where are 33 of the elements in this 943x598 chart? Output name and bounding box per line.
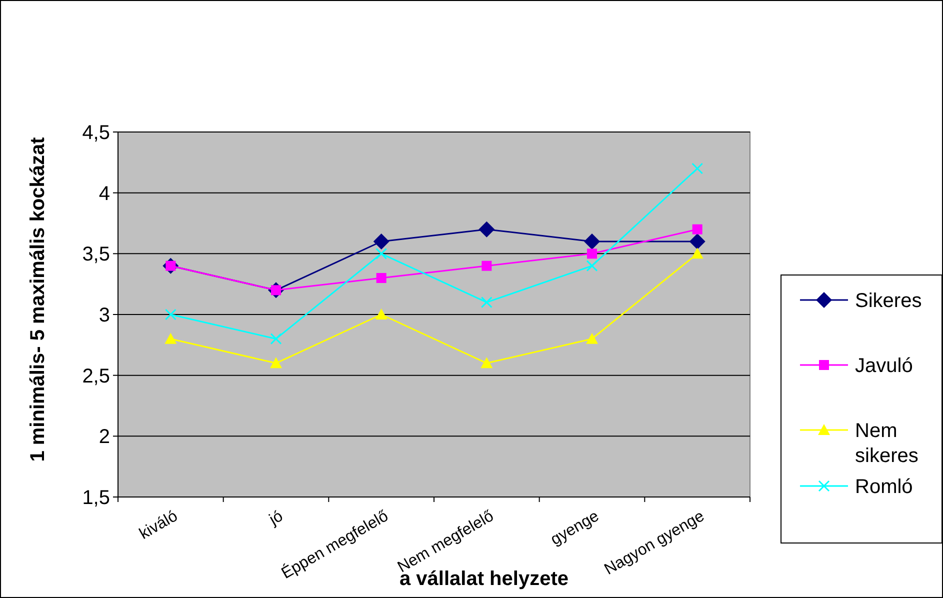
- y-tick-label: 4,5: [82, 122, 110, 144]
- point: [586, 332, 598, 344]
- point: [692, 224, 702, 234]
- point: [587, 248, 597, 259]
- point: [373, 234, 390, 250]
- point: [586, 260, 598, 272]
- point: [482, 260, 492, 271]
- y-tick-label: 3: [98, 304, 110, 326]
- point: [164, 308, 176, 320]
- x-tick-label: jó: [266, 508, 286, 530]
- point: [376, 273, 386, 283]
- point: [375, 308, 388, 320]
- point: [691, 248, 704, 259]
- point: [480, 296, 492, 308]
- y-tick-label: 3,5: [82, 244, 110, 266]
- point: [584, 234, 600, 250]
- legend-label: Sikeres: [855, 290, 922, 312]
- y-tick-label: 2: [98, 426, 110, 448]
- point: [478, 221, 495, 238]
- point: [270, 357, 282, 368]
- point: [692, 162, 704, 174]
- point: [480, 357, 493, 368]
- legend-label: Nem sikeres: [855, 420, 918, 467]
- y-axis-title: 1 minimális- 5 maximális kockázat: [27, 136, 49, 462]
- y-tick-label: 2,5: [82, 365, 110, 388]
- y-tick-label: 4: [98, 182, 110, 205]
- legend-label: Javuló: [855, 355, 913, 377]
- point: [270, 333, 282, 345]
- y-tick-label: 1,5: [82, 487, 110, 509]
- point: [376, 248, 388, 260]
- legend-label: Romló: [855, 476, 913, 498]
- point: [164, 332, 177, 344]
- point: [689, 234, 706, 250]
